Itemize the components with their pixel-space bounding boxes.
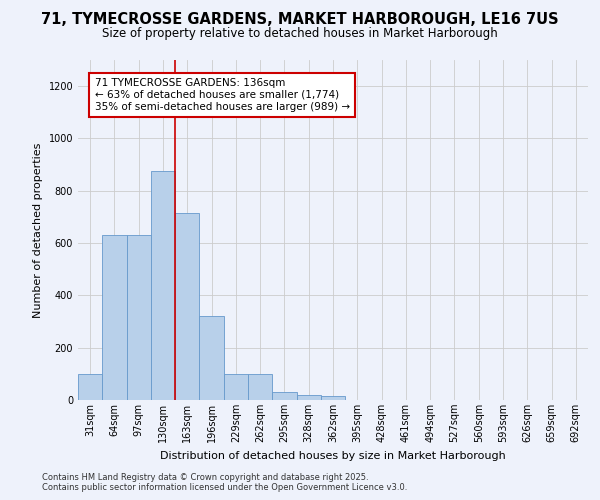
Bar (296, 395, 321, 400)
Bar (321, 396, 345, 400)
Bar (127, 235, 151, 400)
Y-axis label: Number of detached properties: Number of detached properties (33, 142, 43, 318)
Bar (78, 374, 102, 400)
Bar (248, 374, 272, 400)
Text: 71 TYMECROSSE GARDENS: 136sqm
← 63% of detached houses are smaller (1,774)
35% o: 71 TYMECROSSE GARDENS: 136sqm ← 63% of d… (95, 78, 350, 112)
Bar (224, 374, 248, 400)
Text: 71, TYMECROSSE GARDENS, MARKET HARBOROUGH, LE16 7US: 71, TYMECROSSE GARDENS, MARKET HARBOROUG… (41, 12, 559, 28)
Bar (272, 392, 296, 400)
Bar (102, 235, 127, 400)
Text: Contains HM Land Registry data © Crown copyright and database right 2025.
Contai: Contains HM Land Registry data © Crown c… (42, 473, 407, 492)
X-axis label: Distribution of detached houses by size in Market Harborough: Distribution of detached houses by size … (160, 450, 506, 460)
Bar (151, 171, 175, 400)
Text: Size of property relative to detached houses in Market Harborough: Size of property relative to detached ho… (102, 28, 498, 40)
Bar (199, 316, 224, 400)
Bar (175, 213, 199, 400)
